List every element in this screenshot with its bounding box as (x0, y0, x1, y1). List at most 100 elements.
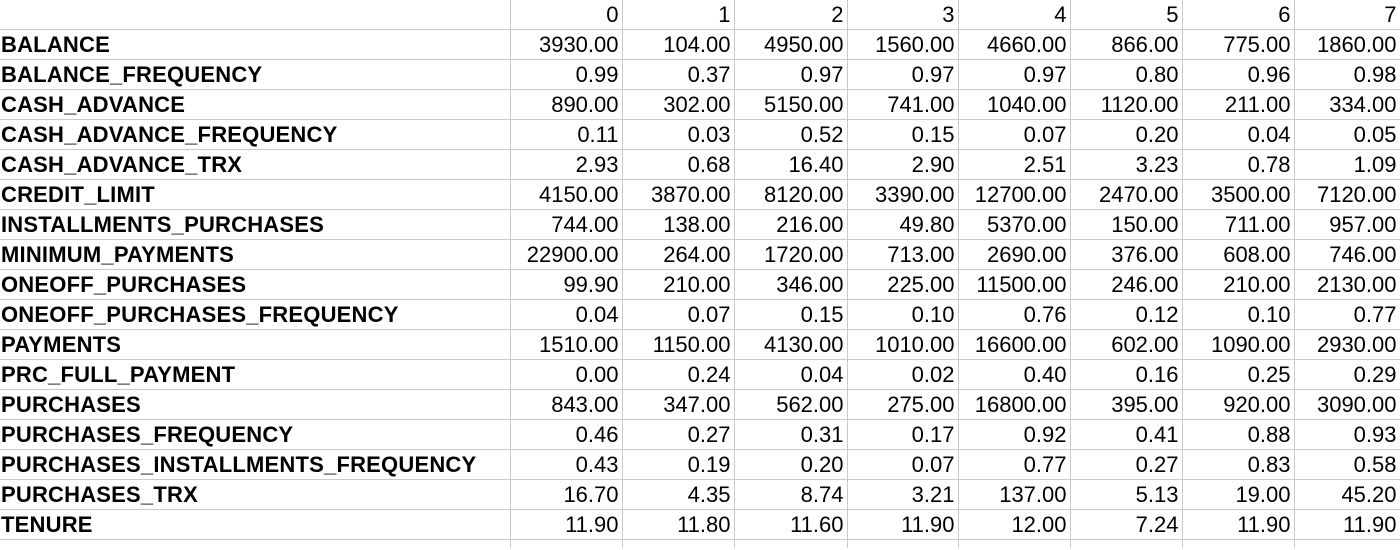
table-cell: 11.90 (1182, 509, 1295, 540)
table-cell: 0.80 (1070, 59, 1183, 90)
table-cell: 0.98 (1294, 59, 1400, 90)
table-cell: 225.00 (847, 269, 959, 300)
table-cell: 0.46 (510, 419, 623, 450)
empty-cell (1182, 539, 1295, 548)
table-cell: 0.99 (510, 59, 623, 90)
table-cell: 0.96 (1182, 59, 1295, 90)
row-label: PURCHASES (0, 389, 511, 420)
table-cell: 746.00 (1294, 239, 1400, 270)
table-cell: 0.93 (1294, 419, 1400, 450)
table-cell: 0.05 (1294, 119, 1400, 150)
table-cell: 12700.00 (958, 179, 1071, 210)
table-cell: 7.24 (1070, 509, 1183, 540)
table-filler-row (0, 539, 1400, 548)
table-cell: 0.43 (510, 449, 623, 480)
table-cell: 0.16 (1070, 359, 1183, 390)
table-row: PURCHASES 843.00 347.00 562.00 275.00 16800.0… (0, 389, 1400, 420)
table-cell: 1.09 (1294, 149, 1400, 180)
table-cell: 920.00 (1182, 389, 1295, 420)
table-cell: 2.90 (847, 149, 959, 180)
table-body: BALANCE 3930.00 104.00 4950.00 1560.00 4660.0… (0, 29, 1400, 548)
table-cell: 0.27 (1070, 449, 1183, 480)
row-label: PRC_FULL_PAYMENT (0, 359, 511, 390)
row-label: BALANCE (0, 29, 511, 60)
table-cell: 16.70 (510, 479, 623, 510)
table-cell: 0.04 (734, 359, 848, 390)
table-cell: 0.41 (1070, 419, 1183, 450)
table-cell: 16800.00 (958, 389, 1071, 420)
table-cell: 12.00 (958, 509, 1071, 540)
table-cell: 0.15 (734, 299, 848, 330)
table-row: BALANCE_FREQUENCY 0.99 0.37 0.97 0.97 0.97 0.8… (0, 59, 1400, 90)
table-row: PRC_FULL_PAYMENT 0.00 0.24 0.04 0.02 0.40 0.16… (0, 359, 1400, 390)
table-cell: 3500.00 (1182, 179, 1295, 210)
table-cell: 0.88 (1182, 419, 1295, 450)
table-row: ONEOFF_PURCHASES 99.90 210.00 346.00 225.00 1… (0, 269, 1400, 300)
table-cell: 0.29 (1294, 359, 1400, 390)
table-cell: 2470.00 (1070, 179, 1183, 210)
table-cell: 711.00 (1182, 209, 1295, 240)
table-cell: 3870.00 (622, 179, 735, 210)
table-row: INSTALLMENTS_PURCHASES 744.00 138.00 216.00… (0, 209, 1400, 240)
table-cell: 210.00 (622, 269, 735, 300)
table-cell: 16600.00 (958, 329, 1071, 360)
table-cell: 0.12 (1070, 299, 1183, 330)
table-cell: 19.00 (1182, 479, 1295, 510)
table-cell: 0.02 (847, 359, 959, 390)
table-cell: 7120.00 (1294, 179, 1400, 210)
table-cell: 0.10 (1182, 299, 1295, 330)
table-cell: 0.11 (510, 119, 623, 150)
table-cell: 890.00 (510, 89, 623, 120)
table-cell: 11.60 (734, 509, 848, 540)
table-cell: 45.20 (1294, 479, 1400, 510)
table-cell: 2690.00 (958, 239, 1071, 270)
table-cell: 0.83 (1182, 449, 1295, 480)
row-label: INSTALLMENTS_PURCHASES (0, 209, 511, 240)
table-cell: 1720.00 (734, 239, 848, 270)
table-cell: 3090.00 (1294, 389, 1400, 420)
table-cell: 376.00 (1070, 239, 1183, 270)
table-cell: 0.97 (958, 59, 1071, 90)
table-cell: 0.97 (734, 59, 848, 90)
table-cell: 0.04 (510, 299, 623, 330)
table-cell: 346.00 (734, 269, 848, 300)
table-cell: 0.03 (622, 119, 735, 150)
table-row: BALANCE 3930.00 104.00 4950.00 1560.00 4660.0… (0, 29, 1400, 60)
table-cell: 608.00 (1182, 239, 1295, 270)
row-label: ONEOFF_PURCHASES_FREQUENCY (0, 299, 511, 330)
column-header: 7 (1294, 0, 1400, 30)
table-cell: 1040.00 (958, 89, 1071, 120)
table-cell: 0.04 (1182, 119, 1295, 150)
empty-cell (1294, 539, 1400, 548)
table-cell: 1010.00 (847, 329, 959, 360)
table-cell: 0.07 (622, 299, 735, 330)
column-header: 6 (1182, 0, 1295, 30)
table-cell: 0.77 (1294, 299, 1400, 330)
row-label: PURCHASES_TRX (0, 479, 511, 510)
table-cell: 3930.00 (510, 29, 623, 60)
table-cell: 11.80 (622, 509, 735, 540)
table-cell: 0.97 (847, 59, 959, 90)
table-cell: 0.24 (622, 359, 735, 390)
table-cell: 0.37 (622, 59, 735, 90)
table-cell: 2130.00 (1294, 269, 1400, 300)
table-cell: 8120.00 (734, 179, 848, 210)
table-row: PURCHASES_TRX 16.70 4.35 8.74 3.21 137.00 5.13… (0, 479, 1400, 510)
table-cell: 104.00 (622, 29, 735, 60)
table-cell: 210.00 (1182, 269, 1295, 300)
empty-cell (734, 539, 848, 548)
table-cell: 843.00 (510, 389, 623, 420)
table-cell: 11500.00 (958, 269, 1071, 300)
column-header: 3 (847, 0, 959, 30)
table-cell: 0.20 (734, 449, 848, 480)
table-cell: 1510.00 (510, 329, 623, 360)
row-label: PAYMENTS (0, 329, 511, 360)
table-cell: 16.40 (734, 149, 848, 180)
table-cell: 0.10 (847, 299, 959, 330)
empty-cell (510, 539, 623, 548)
row-label: CASH_ADVANCE_FREQUENCY (0, 119, 511, 150)
empty-cell (958, 539, 1071, 548)
row-label: BALANCE_FREQUENCY (0, 59, 511, 90)
table-cell: 0.25 (1182, 359, 1295, 390)
